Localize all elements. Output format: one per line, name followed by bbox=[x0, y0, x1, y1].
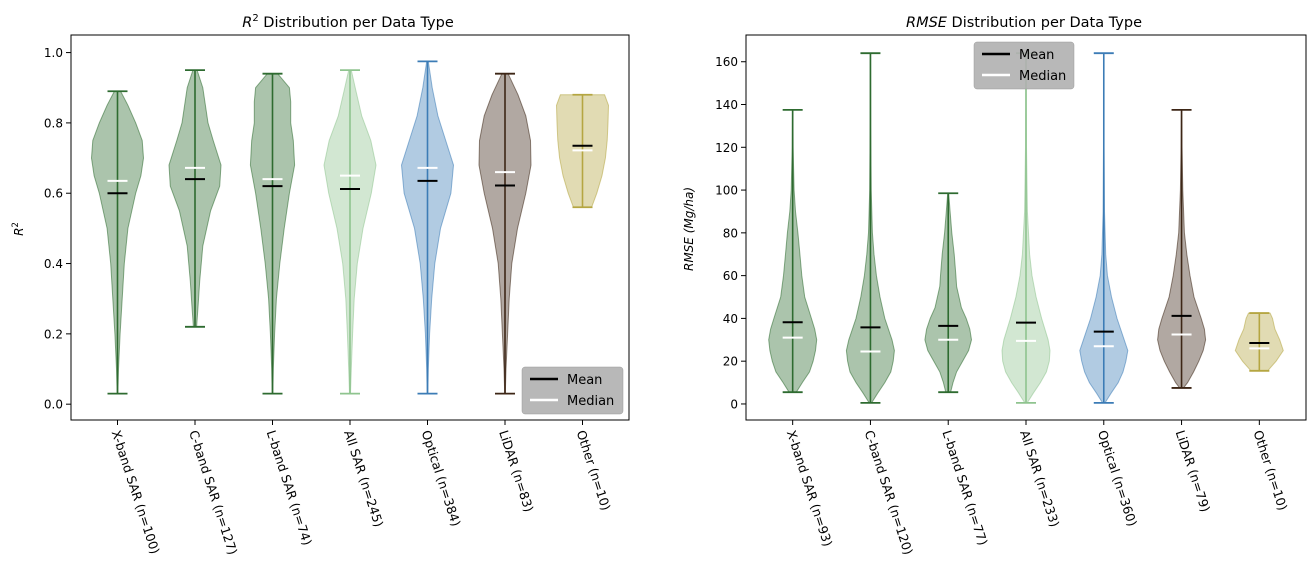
legend: Mean Median bbox=[521, 366, 624, 415]
violin-6 bbox=[1157, 108, 1207, 389]
x-tick-label: X-band SAR (n=93) bbox=[784, 428, 836, 548]
r2-violin-panel: R2 Distribution per Data Type R2 0.0 0.2 0… bbox=[11, 13, 630, 557]
rmse-violin-panel: RMSE Distribution per Data Type RMSE (Mg… bbox=[682, 15, 1307, 557]
y-tick-label: 0.4 bbox=[44, 257, 63, 271]
x-tick-label: L-band SAR (n=77) bbox=[939, 428, 990, 547]
x-tick-label: X-band SAR (n=100) bbox=[109, 428, 163, 556]
y-axis-label: RMSE (Mg/ha) bbox=[682, 187, 696, 271]
chart-title: R2 Distribution per Data Type bbox=[242, 13, 454, 31]
x-tick-label: Optical (n=360) bbox=[1095, 428, 1140, 528]
x-tick-label: L-band SAR (n=74) bbox=[264, 428, 315, 547]
legend-median-label: Median bbox=[567, 394, 614, 409]
violin-group bbox=[90, 60, 610, 395]
violin-3 bbox=[249, 72, 296, 395]
violin-2 bbox=[168, 69, 222, 328]
y-tick-label: 40 bbox=[723, 312, 738, 326]
x-tick-label: C-band SAR (n=120) bbox=[862, 428, 916, 556]
violin-3 bbox=[924, 192, 973, 394]
x-tick-label: Optical (n=384) bbox=[419, 428, 464, 528]
y-tick-label: 0.0 bbox=[44, 398, 63, 412]
x-tick-label: All SAR (n=245) bbox=[341, 428, 386, 529]
legend-median-label: Median bbox=[1019, 69, 1066, 84]
y-tick-label: 140 bbox=[715, 98, 738, 112]
legend: Mean Median bbox=[973, 41, 1075, 90]
violin-7 bbox=[1234, 312, 1284, 372]
violin-4 bbox=[1001, 52, 1051, 404]
legend-mean-label: Mean bbox=[567, 373, 602, 388]
violin-group bbox=[768, 52, 1284, 404]
x-tick-label: LiDAR (n=79) bbox=[1173, 428, 1214, 514]
y-tick-label: 60 bbox=[723, 269, 738, 283]
x-tick-label: C-band SAR (n=127) bbox=[186, 428, 240, 556]
y-tick-label: 0.6 bbox=[44, 187, 63, 201]
violin-4 bbox=[323, 69, 377, 395]
violin-1 bbox=[90, 90, 145, 395]
y-tick-label: 1.0 bbox=[44, 46, 63, 60]
violin-1 bbox=[768, 108, 818, 394]
y-tick-label: 0 bbox=[730, 397, 738, 411]
plot-frame bbox=[745, 34, 1307, 421]
y-tick-label: 0.2 bbox=[44, 327, 63, 341]
y-tick-label: 120 bbox=[715, 141, 738, 155]
x-tick-label: All SAR (n=233) bbox=[1017, 428, 1062, 529]
y-tick-label: 160 bbox=[715, 55, 738, 69]
y-tick-label: 80 bbox=[723, 226, 738, 240]
y-axis-label: R2 bbox=[11, 222, 26, 236]
legend-mean-label: Mean bbox=[1019, 48, 1054, 63]
x-tick-label: Other (n=10) bbox=[1250, 428, 1290, 512]
violin-2 bbox=[845, 52, 895, 404]
y-tick-label: 100 bbox=[715, 184, 738, 198]
violin-7 bbox=[555, 93, 610, 209]
y-tick-label: 0.8 bbox=[44, 116, 63, 130]
violin-6 bbox=[478, 72, 532, 395]
violin-5 bbox=[1079, 52, 1129, 404]
violin-5 bbox=[400, 60, 455, 395]
plot-frame bbox=[70, 34, 630, 421]
y-tick-label: 20 bbox=[723, 355, 738, 369]
x-tick-label: LiDAR (n=83) bbox=[496, 428, 537, 514]
x-tick-label: Other (n=10) bbox=[574, 428, 614, 512]
chart-title: RMSE Distribution per Data Type bbox=[906, 15, 1142, 31]
